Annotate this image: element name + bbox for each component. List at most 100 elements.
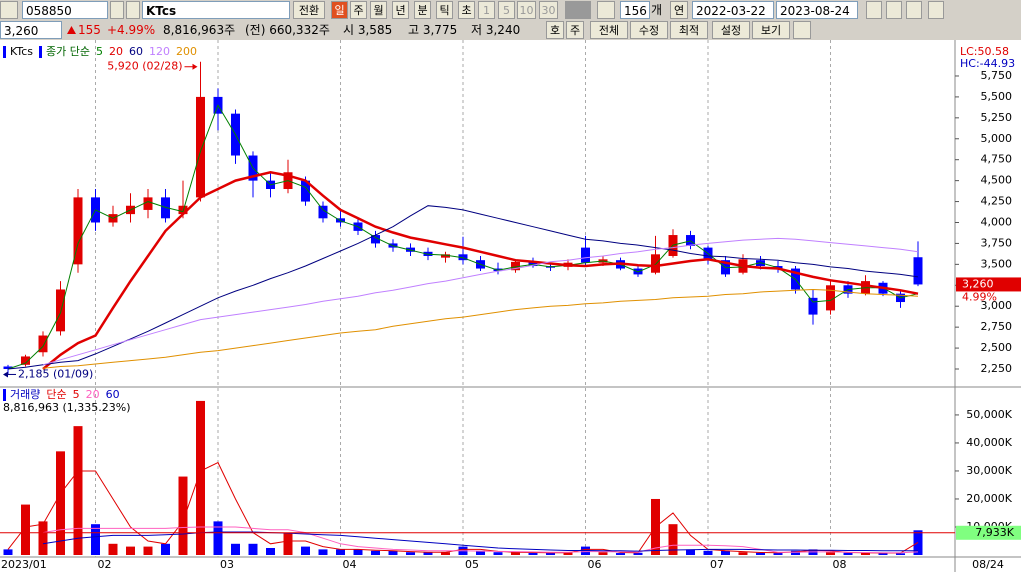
y-tick-label: 5,750 (981, 69, 1013, 82)
candle-body (808, 297, 818, 315)
end-date[interactable]: 2023-08-24 (776, 1, 858, 19)
legend-entry: 종가 단순 (46, 45, 90, 58)
button[interactable]: 주 (350, 1, 367, 19)
y-tick-label: 2,750 (981, 320, 1013, 333)
candle-body (196, 96, 205, 198)
volume-bar (896, 553, 905, 555)
button[interactable]: 틱 (436, 1, 453, 19)
volume-bar (56, 451, 65, 555)
y-tick-label: 40,000K (966, 436, 1012, 449)
legend-entry: 60 (129, 45, 143, 58)
legend-marker (3, 389, 6, 401)
dropdown[interactable] (110, 1, 124, 19)
button[interactable]: 수정 (630, 21, 668, 39)
button[interactable]: 호 (546, 21, 564, 39)
high: 고 3,775 (408, 23, 458, 37)
candle-body (826, 285, 835, 311)
button[interactable]: 주 (566, 21, 584, 39)
x-tick-label: 06 (588, 558, 602, 571)
volume-bar (21, 504, 30, 555)
volume-bar (283, 532, 293, 555)
volume-bar (703, 550, 713, 555)
icon-button[interactable] (906, 1, 922, 19)
start-date[interactable]: 2022-03-22 (692, 1, 774, 19)
volume-bar (318, 549, 328, 555)
button[interactable]: 1 (478, 1, 495, 19)
icon-button[interactable] (886, 1, 902, 19)
menu-icon[interactable] (0, 1, 18, 19)
button[interactable]: 년 (392, 1, 409, 19)
icon-button[interactable] (928, 1, 944, 19)
volume-bar (126, 546, 135, 555)
legend-entry: 20 (109, 45, 123, 58)
volume-bar (546, 552, 555, 555)
volume-bar (686, 549, 695, 555)
volume-bar (73, 426, 83, 555)
icon-button[interactable] (793, 21, 811, 39)
arrow-button[interactable] (597, 1, 615, 19)
ma-line (42, 531, 918, 552)
legend-entry: 5 (73, 388, 80, 401)
favorite[interactable] (126, 1, 140, 19)
legend-entry: 20 (86, 388, 100, 401)
button[interactable]: 연 (670, 1, 688, 19)
icon-button[interactable] (866, 1, 882, 19)
open: 시 3,585 (343, 23, 393, 37)
button[interactable]: 5 (498, 1, 515, 19)
y-tick-label: 4,750 (981, 153, 1013, 166)
volume-bar (528, 552, 538, 555)
legend-marker (39, 46, 42, 58)
candle-body (318, 205, 328, 219)
candle-body (581, 247, 590, 263)
annotation: 5,920 (02/28) (107, 60, 182, 73)
volume-bar (423, 552, 433, 555)
button[interactable]: 보기 (752, 21, 790, 39)
volume-bar (301, 546, 310, 555)
volume-bar (721, 550, 730, 555)
button[interactable]: 전체 (590, 21, 628, 39)
change-label: 4.99% (962, 290, 997, 303)
button[interactable]: 10 (517, 1, 536, 19)
change: 155 (78, 23, 101, 37)
volume-bar (476, 550, 485, 555)
x-tick-label: 02 (98, 558, 112, 571)
volume-bar (336, 549, 345, 555)
legend-value: 8,816,963 (1,335.23%) (3, 401, 131, 414)
hc-label: HC:-44.93 (960, 57, 1015, 70)
arrow-head (3, 371, 8, 378)
volume-bar (3, 549, 13, 555)
button[interactable]: 설정 (712, 21, 750, 39)
ma-line (42, 237, 919, 366)
x-tick-label: 05 (465, 558, 479, 571)
button[interactable]: 전환 (293, 1, 325, 19)
candle-body (3, 366, 13, 370)
ma-line (42, 526, 919, 554)
volume-bar (353, 549, 363, 555)
legend-entry: 5 (96, 45, 103, 58)
legend-entry: 60 (106, 388, 120, 401)
candle-body (651, 254, 660, 273)
volume-bar (231, 543, 240, 555)
button[interactable]: 일 (331, 1, 348, 19)
button[interactable]: 30 (539, 1, 558, 19)
code-input[interactable]: 058850 (22, 1, 108, 19)
button[interactable]: 초 (458, 1, 475, 19)
volume-bar (616, 553, 625, 555)
button[interactable]: 월 (370, 1, 387, 19)
candle-body (441, 254, 450, 258)
volume-bar (266, 547, 275, 555)
count-input[interactable]: 156 (620, 1, 650, 19)
button[interactable]: 최적 (670, 21, 708, 39)
volume-bar (668, 524, 678, 555)
volume-bar (563, 552, 573, 555)
volume-bar (791, 550, 800, 555)
volume-bar (598, 552, 608, 555)
button[interactable]: 분 (414, 1, 431, 19)
volume-bar (143, 546, 153, 555)
name-box: KTcs (142, 1, 290, 19)
candle-body (21, 356, 30, 365)
price-label: 3,260 (962, 277, 994, 290)
volume: 8,816,963주 (163, 23, 236, 37)
candle-body (56, 289, 65, 332)
volume-label-bg (956, 525, 1021, 540)
